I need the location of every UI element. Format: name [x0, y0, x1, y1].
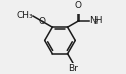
Text: NH: NH	[89, 16, 103, 25]
Text: CH₃: CH₃	[16, 11, 33, 20]
Text: 2: 2	[94, 19, 98, 25]
Text: O: O	[75, 1, 82, 10]
Text: Br: Br	[68, 64, 78, 73]
Text: O: O	[39, 17, 46, 26]
